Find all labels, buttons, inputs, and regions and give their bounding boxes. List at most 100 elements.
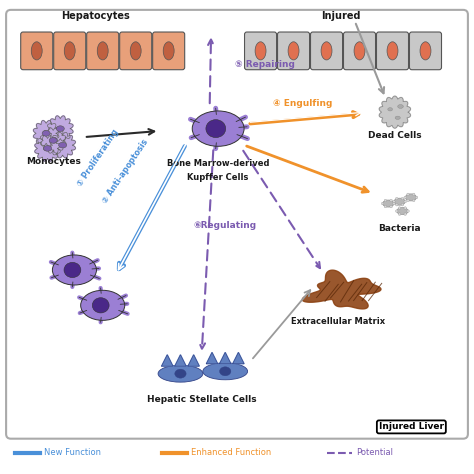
Text: Injured Liver: Injured Liver [379, 422, 444, 431]
Text: Potential: Potential [356, 448, 393, 457]
Ellipse shape [49, 137, 57, 143]
Ellipse shape [219, 367, 231, 376]
Polygon shape [233, 353, 244, 364]
Text: Hepatic Stellate Cells: Hepatic Stellate Cells [147, 395, 256, 404]
Polygon shape [162, 355, 173, 366]
Circle shape [392, 201, 395, 203]
FancyBboxPatch shape [245, 32, 277, 70]
Ellipse shape [203, 363, 247, 380]
FancyArrowPatch shape [208, 39, 214, 103]
Ellipse shape [56, 126, 64, 131]
Circle shape [407, 193, 410, 196]
Circle shape [404, 207, 407, 210]
Ellipse shape [397, 208, 408, 215]
Ellipse shape [158, 365, 203, 382]
Text: Dead Cells: Dead Cells [368, 131, 422, 140]
Ellipse shape [42, 130, 50, 136]
Text: Hepatocytes: Hepatocytes [61, 11, 130, 21]
Ellipse shape [81, 290, 125, 320]
Text: Enhanced Function: Enhanced Function [191, 448, 271, 457]
FancyBboxPatch shape [376, 32, 409, 70]
Ellipse shape [383, 200, 394, 207]
FancyBboxPatch shape [310, 32, 343, 70]
Text: Extracellular Matrix: Extracellular Matrix [291, 317, 385, 326]
FancyBboxPatch shape [119, 32, 152, 70]
Circle shape [398, 207, 401, 210]
Text: New Function: New Function [44, 448, 101, 457]
FancyArrowPatch shape [243, 151, 320, 268]
Ellipse shape [92, 298, 109, 313]
Ellipse shape [53, 255, 96, 285]
Text: Injured: Injured [321, 11, 360, 21]
Polygon shape [40, 128, 66, 153]
Ellipse shape [192, 111, 244, 146]
FancyBboxPatch shape [344, 32, 375, 70]
FancyBboxPatch shape [6, 10, 468, 438]
Circle shape [404, 196, 407, 199]
Ellipse shape [420, 42, 431, 60]
Circle shape [412, 199, 415, 202]
FancyBboxPatch shape [21, 32, 53, 70]
Ellipse shape [59, 142, 67, 148]
FancyBboxPatch shape [54, 32, 86, 70]
Circle shape [382, 202, 384, 205]
Circle shape [384, 199, 387, 202]
Ellipse shape [388, 108, 392, 111]
Text: Bone Marrow-derived: Bone Marrow-derived [167, 159, 269, 168]
Polygon shape [35, 136, 60, 161]
Polygon shape [379, 96, 410, 128]
FancyBboxPatch shape [410, 32, 441, 70]
Text: ⑤ Repairing: ⑤ Repairing [235, 60, 294, 69]
Ellipse shape [405, 194, 417, 201]
Ellipse shape [175, 369, 186, 378]
Text: Bacteria: Bacteria [378, 224, 421, 233]
Ellipse shape [398, 105, 403, 109]
Ellipse shape [354, 42, 365, 60]
Ellipse shape [97, 42, 108, 60]
Ellipse shape [387, 42, 398, 60]
Ellipse shape [394, 198, 405, 205]
Text: Kupffer Cells: Kupffer Cells [187, 173, 249, 182]
Polygon shape [219, 353, 231, 364]
FancyBboxPatch shape [277, 32, 310, 70]
Circle shape [407, 199, 410, 202]
FancyBboxPatch shape [87, 32, 118, 70]
Circle shape [404, 201, 407, 203]
Polygon shape [47, 116, 73, 141]
Text: ⑥Regulating: ⑥Regulating [194, 220, 257, 229]
Ellipse shape [31, 42, 42, 60]
Polygon shape [175, 355, 186, 366]
Circle shape [415, 196, 418, 199]
Text: Monocytes: Monocytes [26, 157, 81, 166]
Text: ④ Engulfing: ④ Engulfing [273, 99, 333, 108]
Ellipse shape [44, 146, 52, 151]
Ellipse shape [64, 42, 75, 60]
Circle shape [395, 203, 398, 206]
FancyArrowPatch shape [200, 150, 213, 349]
Ellipse shape [130, 42, 141, 60]
Text: ① Proliferating: ① Proliferating [75, 128, 120, 188]
Circle shape [390, 205, 392, 208]
Polygon shape [206, 353, 218, 364]
Ellipse shape [255, 42, 266, 60]
Polygon shape [188, 355, 199, 366]
Ellipse shape [206, 119, 226, 137]
Circle shape [407, 210, 410, 212]
Ellipse shape [395, 116, 400, 119]
Circle shape [390, 199, 392, 202]
Circle shape [384, 205, 387, 208]
Circle shape [395, 210, 398, 212]
Ellipse shape [288, 42, 299, 60]
Circle shape [398, 213, 401, 215]
Text: ② Anti-apoptosis: ② Anti-apoptosis [100, 137, 150, 205]
Circle shape [401, 197, 404, 200]
Polygon shape [50, 132, 75, 158]
Ellipse shape [163, 42, 174, 60]
Ellipse shape [64, 263, 81, 278]
Circle shape [392, 202, 395, 205]
Circle shape [404, 213, 407, 215]
Ellipse shape [321, 42, 332, 60]
FancyBboxPatch shape [153, 32, 185, 70]
Circle shape [412, 193, 415, 196]
Polygon shape [33, 120, 59, 146]
